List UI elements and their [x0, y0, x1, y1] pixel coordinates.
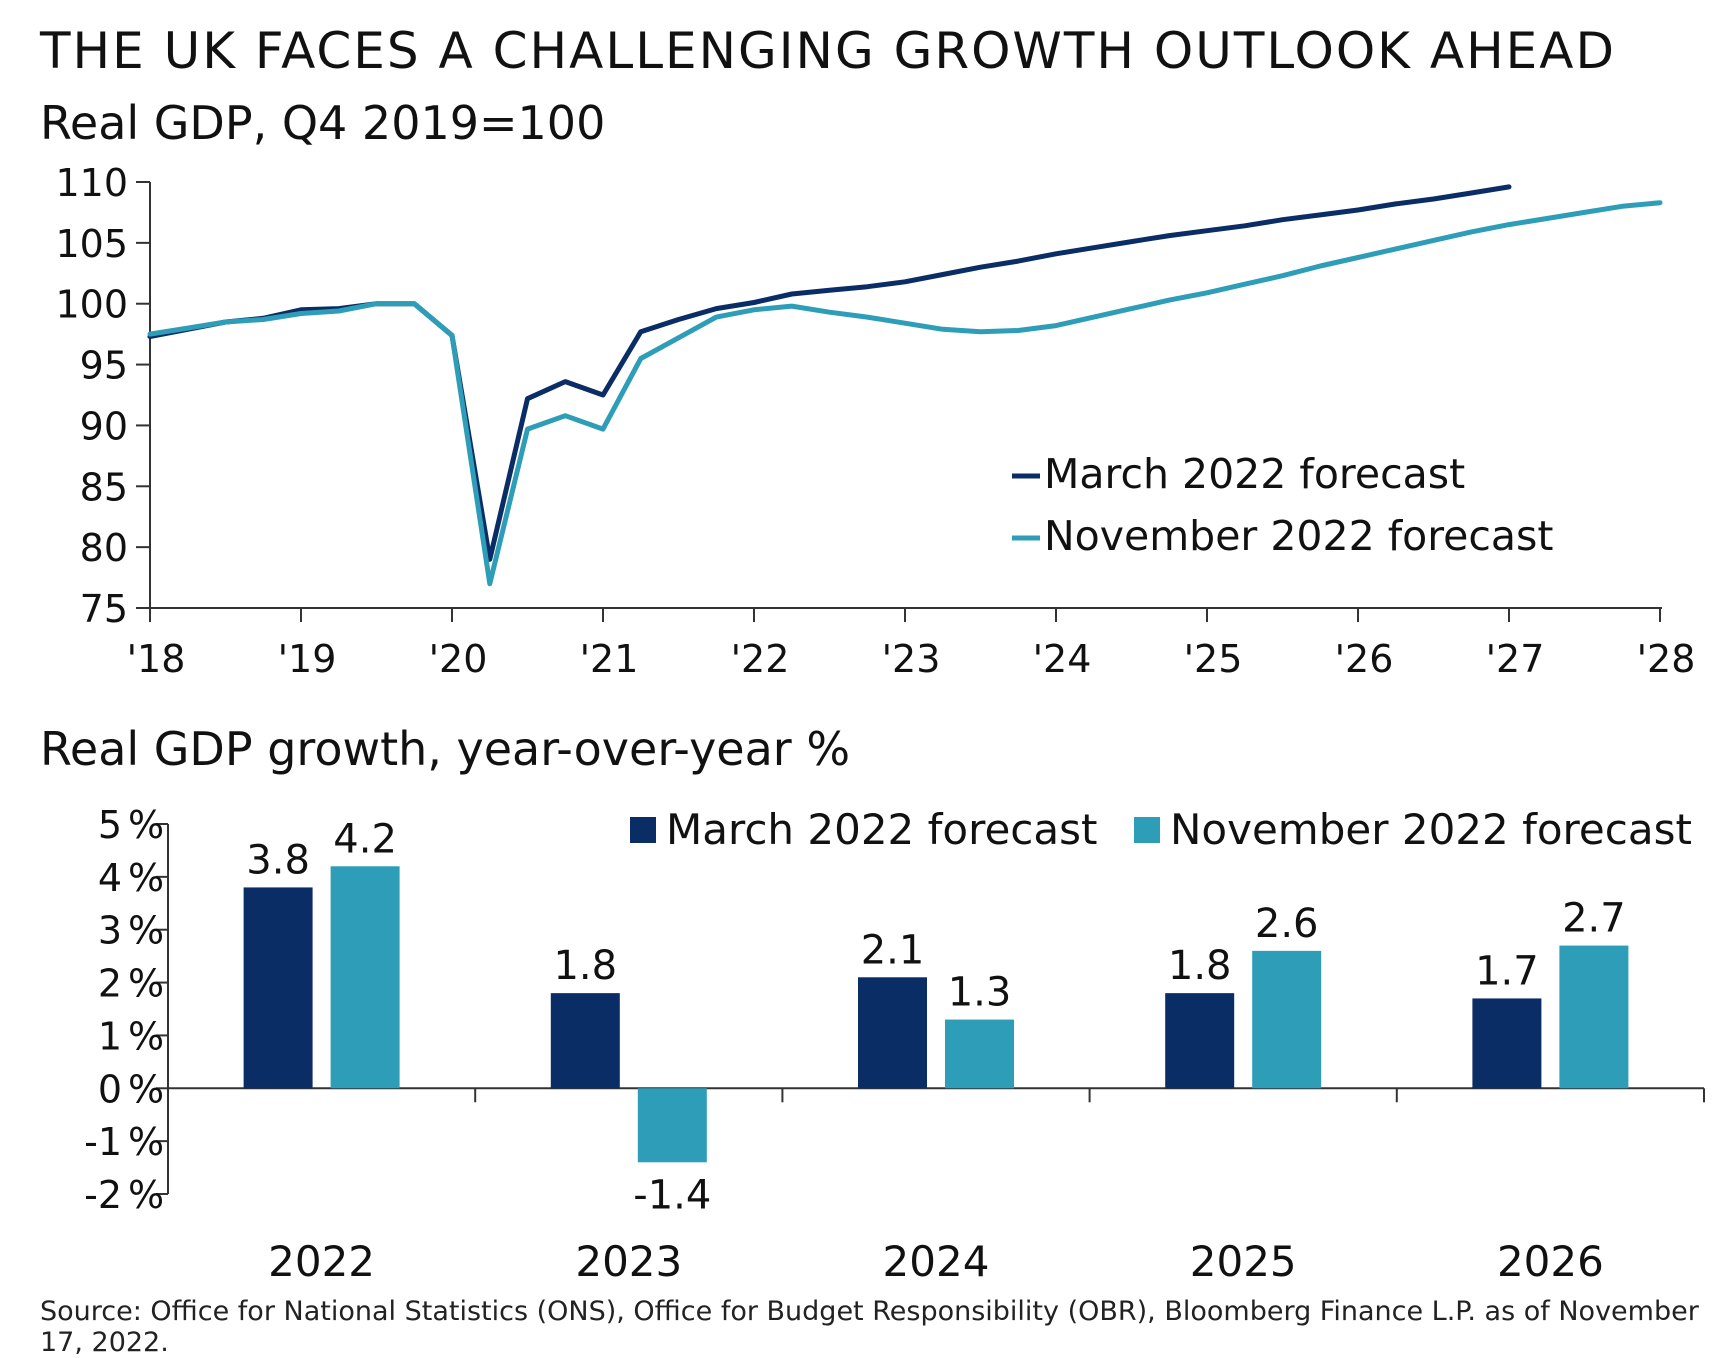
bar-march [244, 887, 313, 1088]
y-tick-label: 85 [80, 465, 128, 509]
data-label: 1.8 [553, 943, 617, 989]
bar-november [1559, 946, 1628, 1089]
x-tick-label: '23 [882, 637, 941, 681]
series-line-march [150, 187, 1509, 559]
y-tick-label: -1 [84, 1120, 122, 1164]
y-tick-label: 2 [98, 962, 122, 1006]
legend-swatch [630, 817, 656, 843]
x-tick-label: '19 [278, 637, 337, 681]
y-tick-label: 80 [80, 526, 128, 570]
y-tick-unit: % [128, 803, 164, 847]
bar-march [858, 977, 927, 1088]
y-tick-unit: % [128, 1120, 164, 1164]
y-tick-label: -2 [84, 1173, 122, 1217]
y-tick-label: 5 [98, 803, 122, 847]
bar-november [638, 1088, 707, 1162]
data-label: 2.7 [1562, 896, 1626, 942]
legend-label: March 2022 forecast [666, 805, 1097, 854]
bar-march [551, 993, 620, 1088]
bar-chart-title: Real GDP growth, year-over-year % [40, 722, 850, 776]
x-tick-label: 2024 [883, 1237, 990, 1286]
data-label: 2.1 [861, 927, 925, 973]
bar-march [1472, 998, 1541, 1088]
data-label: 1.7 [1475, 948, 1539, 994]
y-tick-label: 105 [55, 222, 128, 266]
x-tick-label: 2025 [1190, 1237, 1297, 1286]
x-tick-label: 2022 [268, 1237, 375, 1286]
y-tick-unit: % [128, 1173, 164, 1217]
data-label: 1.8 [1168, 943, 1232, 989]
y-tick-unit: % [128, 1014, 164, 1058]
x-tick-label: '18 [127, 637, 186, 681]
x-tick-label: '22 [731, 637, 790, 681]
x-tick-label: 2023 [575, 1237, 682, 1286]
y-tick-label: 0 [98, 1067, 122, 1111]
x-tick-label: '21 [580, 637, 639, 681]
bar-november [331, 866, 400, 1088]
bar-november [1252, 951, 1321, 1088]
x-tick-label: '25 [1184, 637, 1243, 681]
y-tick-label: 1 [98, 1014, 122, 1058]
y-tick-label: 90 [80, 404, 128, 448]
legend-label: March 2022 forecast [1044, 450, 1465, 498]
line-chart: 110 105 100 95 90 85 80 75 '18 '19 '20 '21 '22 '23 '24… [0, 0, 1728, 720]
legend-label: November 2022 forecast [1044, 512, 1554, 560]
y-tick-unit: % [128, 1067, 164, 1111]
legend-swatch [1134, 817, 1160, 843]
y-tick-label: 75 [80, 587, 128, 631]
y-tick-label: 110 [55, 161, 128, 205]
x-tick-label: '24 [1033, 637, 1092, 681]
bar-november [945, 1020, 1014, 1089]
bar-march [1165, 993, 1234, 1088]
x-tick-label: '28 [1637, 637, 1696, 681]
y-tick-label: 3 [98, 909, 122, 953]
data-label: 2.6 [1255, 901, 1319, 947]
y-tick-label: 100 [55, 283, 128, 327]
y-tick-unit: % [128, 962, 164, 1006]
x-tick-label: '20 [429, 637, 488, 681]
y-tick-unit: % [128, 856, 164, 900]
data-label: 4.2 [333, 816, 397, 862]
source-note: Source: Office for National Statistics (… [40, 1296, 1728, 1358]
data-label: 3.8 [246, 837, 310, 883]
x-tick-label: '26 [1335, 637, 1394, 681]
legend-label: November 2022 forecast [1170, 805, 1692, 854]
y-tick-label: 4 [98, 856, 122, 900]
data-label: 1.3 [948, 970, 1012, 1016]
x-tick-label: '27 [1486, 637, 1545, 681]
x-tick-label: 2026 [1497, 1237, 1604, 1286]
y-tick-label: 95 [80, 344, 128, 388]
y-tick-unit: % [128, 909, 164, 953]
data-label: -1.4 [633, 1172, 711, 1218]
